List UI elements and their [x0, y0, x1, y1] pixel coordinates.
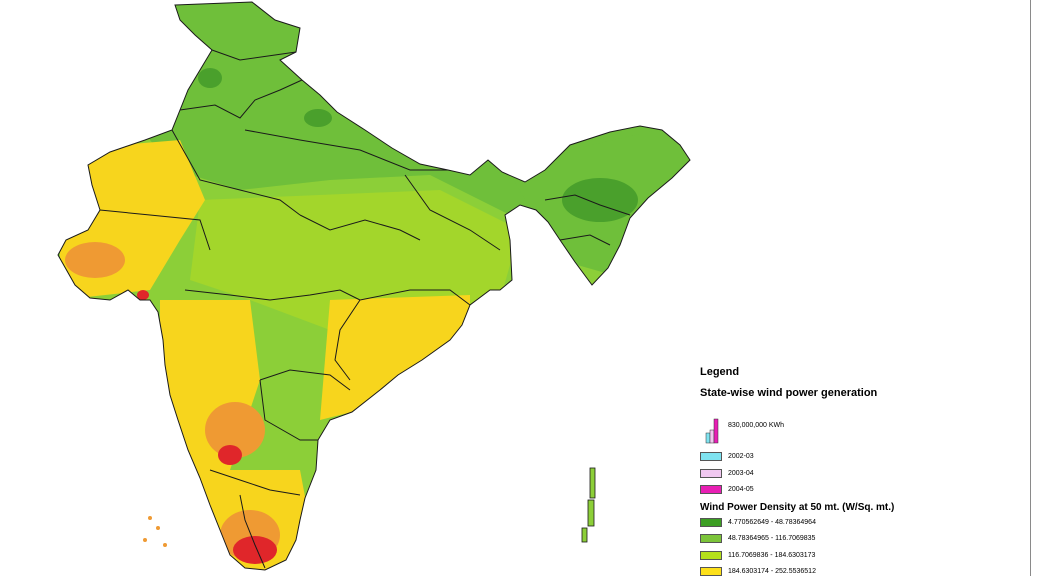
border-karnataka-ap — [259, 379, 318, 441]
northeast-dark-patch — [562, 178, 638, 222]
label-2003-04: 2003-04 — [728, 470, 754, 477]
border-ne-states — [544, 194, 631, 246]
chart-value-label: 830,000,000 KWh — [728, 422, 785, 429]
generation-title: State-wise wind power generation — [700, 387, 878, 399]
lakshadweep-islands — [143, 516, 167, 547]
himalaya-dark-patch — [304, 109, 332, 127]
density-title: Wind Power Density at 50 mt. (W/Sq. mt.) — [700, 502, 895, 513]
label-density-3: 116.7069836 - 184.6303173 — [728, 552, 816, 559]
label-density-4: 184.6303174 - 252.5536512 — [728, 568, 816, 575]
karnataka-orange-patch — [205, 402, 265, 458]
border-rajasthan-mp — [171, 129, 301, 216]
border-kerala-tn — [239, 494, 266, 569]
border-mp-up — [299, 214, 421, 241]
bar-2002-03 — [705, 432, 711, 444]
border-orissa — [359, 289, 471, 306]
border-mp-maharashtra — [184, 289, 361, 301]
border-punjab-haryana — [179, 79, 303, 119]
bar-2003-04 — [709, 429, 715, 444]
tamilnadu-red-patch — [233, 536, 277, 564]
label-2002-03: 2002-03 — [728, 453, 754, 460]
bar-2004-05 — [713, 418, 719, 444]
border-bihar-jharkhand — [404, 174, 501, 251]
border-up-north — [244, 129, 448, 171]
border-maharashtra-ap — [259, 369, 351, 391]
karnataka-red-patch — [218, 445, 242, 465]
swatch-density-4 — [700, 567, 722, 576]
andaman-islands — [581, 467, 596, 543]
border-jk-hp — [211, 49, 297, 61]
border-gujarat-rajasthan — [99, 209, 211, 251]
legend-title: Legend — [700, 366, 740, 378]
kashmir-dark-patch — [198, 68, 222, 88]
swatch-density-3 — [700, 551, 722, 560]
border-chhattisgarh — [334, 299, 361, 381]
kutch-red-patch — [137, 290, 149, 300]
swatch-density-2 — [700, 534, 722, 543]
india-outline — [57, 1, 691, 571]
swatch-density-1 — [700, 518, 722, 527]
frame-border — [1030, 0, 1031, 576]
gujarat-orange-patch — [65, 242, 125, 278]
bar-chart-icon — [705, 418, 719, 444]
swatch-2002-03 — [700, 452, 722, 461]
label-density-1: 4.770562649 - 48.78364964 — [728, 519, 816, 526]
border-karnataka-kerala — [209, 469, 301, 496]
state-borders — [57, 1, 691, 571]
swatch-2003-04 — [700, 469, 722, 478]
label-2004-05: 2004-05 — [728, 486, 754, 493]
east-coast-yellow-zone — [320, 295, 470, 420]
swatch-2004-05 — [700, 485, 722, 494]
label-density-2: 48.78364965 - 116.7069835 — [728, 535, 816, 542]
